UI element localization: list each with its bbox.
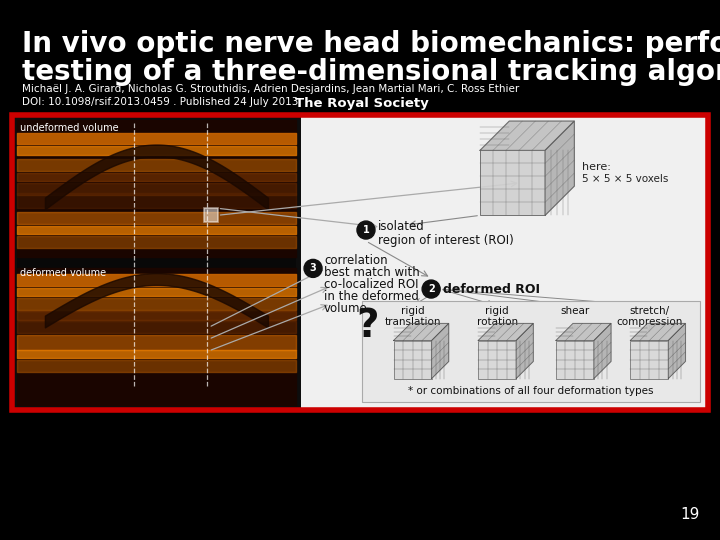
Bar: [362, 301, 700, 402]
Text: In vivo optic nerve head biomechanics: performance: In vivo optic nerve head biomechanics: p…: [22, 30, 720, 58]
Polygon shape: [431, 323, 449, 379]
Text: deformed volume: deformed volume: [20, 268, 106, 279]
Polygon shape: [668, 323, 685, 379]
Text: in the deformed: in the deformed: [324, 290, 419, 303]
Circle shape: [304, 259, 322, 278]
Polygon shape: [478, 323, 534, 341]
Polygon shape: [556, 323, 611, 341]
Bar: [301, 115, 708, 410]
Text: testing of a three-dimensional tracking algorithm: testing of a three-dimensional tracking …: [22, 58, 720, 86]
Circle shape: [422, 280, 440, 298]
Text: volume: volume: [324, 302, 368, 315]
Bar: [478, 341, 516, 379]
Text: rigid
translation: rigid translation: [384, 306, 441, 327]
Circle shape: [357, 221, 375, 239]
Bar: [12, 115, 301, 410]
Text: undeformed volume: undeformed volume: [20, 123, 119, 133]
Polygon shape: [594, 323, 611, 379]
Text: 19: 19: [680, 507, 700, 522]
Text: The Royal Society: The Royal Society: [295, 97, 428, 110]
Text: best match with: best match with: [324, 266, 420, 279]
Polygon shape: [630, 323, 685, 341]
Bar: [480, 150, 545, 215]
Text: stretch/
compression: stretch/ compression: [616, 306, 683, 327]
Bar: [204, 208, 217, 222]
Text: here:: here:: [582, 161, 611, 172]
Text: 5 × 5 × 5 voxels: 5 × 5 × 5 voxels: [582, 173, 669, 184]
Text: correlation: correlation: [324, 254, 387, 267]
Polygon shape: [545, 121, 575, 215]
Text: 1: 1: [363, 225, 369, 235]
Text: rigid
rotation: rigid rotation: [477, 306, 518, 327]
Text: shear: shear: [560, 306, 590, 316]
Text: deformed ROI: deformed ROI: [443, 282, 540, 295]
Polygon shape: [394, 323, 449, 341]
Text: DOI: 10.1098/rsif.2013.0459 . Published 24 July 2013: DOI: 10.1098/rsif.2013.0459 . Published …: [22, 97, 305, 107]
Bar: [394, 341, 431, 379]
Bar: [630, 341, 668, 379]
Bar: [12, 115, 708, 410]
Text: * or combinations of all four deformation types: * or combinations of all four deformatio…: [408, 386, 654, 396]
Polygon shape: [516, 323, 534, 379]
Text: isolated: isolated: [378, 220, 425, 233]
Text: 2: 2: [428, 284, 434, 294]
Bar: [556, 341, 594, 379]
Text: Michaël J. A. Girard, Nicholas G. Strouthidis, Adrien Desjardins, Jean Martial M: Michaël J. A. Girard, Nicholas G. Strout…: [22, 84, 519, 94]
Text: co-localized ROI: co-localized ROI: [324, 278, 418, 291]
Text: region of interest (ROI): region of interest (ROI): [378, 233, 514, 247]
Text: ?: ?: [357, 307, 379, 346]
Text: 3: 3: [310, 264, 316, 273]
Bar: [17, 120, 296, 405]
Polygon shape: [480, 121, 575, 150]
